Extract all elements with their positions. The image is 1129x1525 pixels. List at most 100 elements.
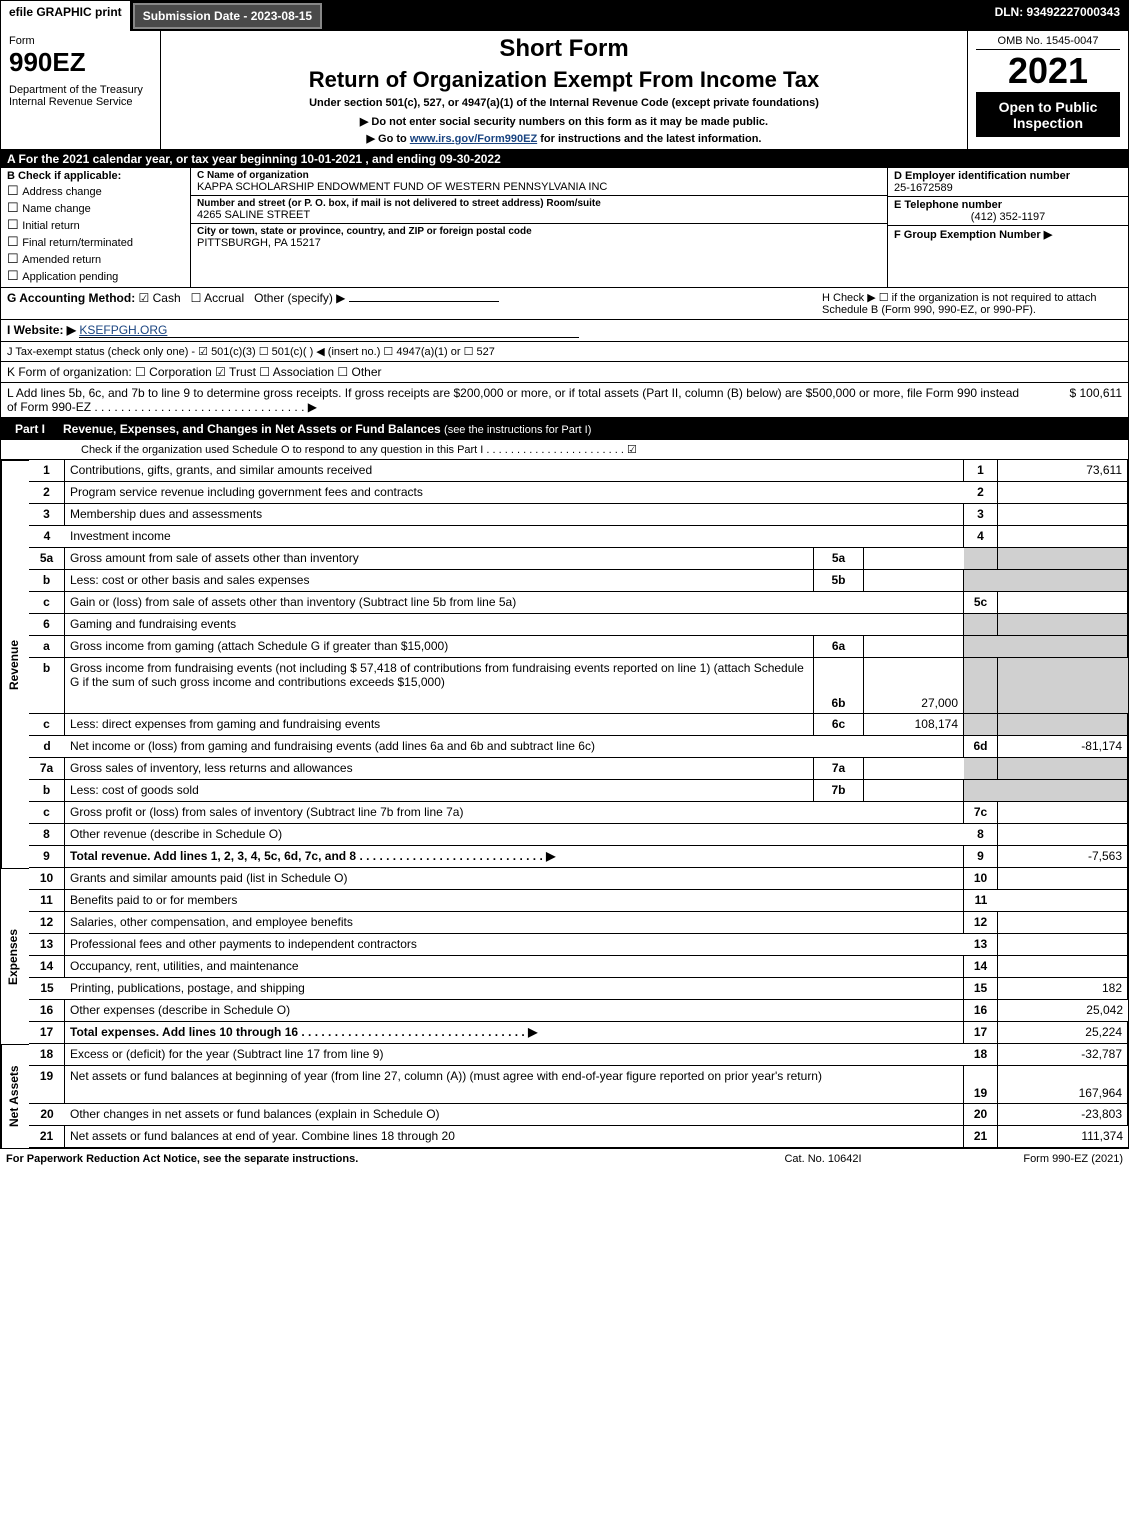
chk-initial[interactable]: Initial return xyxy=(7,217,184,233)
chk-name[interactable]: Name change xyxy=(7,200,184,216)
header-left: Form 990EZ Department of the Treasury In… xyxy=(1,31,161,149)
ein-value: 25-1672589 xyxy=(894,182,1122,194)
d13: Professional fees and other payments to … xyxy=(65,934,964,956)
rn6d: 6d xyxy=(964,736,998,758)
submission-date: Submission Date - 2023-08-15 xyxy=(133,3,322,29)
d7a: Gross sales of inventory, less returns a… xyxy=(65,758,814,780)
mn6b: 6b xyxy=(814,658,864,714)
line-j: J Tax-exempt status (check only one) - ☑… xyxy=(1,342,1128,362)
netassets-cat: Net Assets xyxy=(1,1044,29,1148)
d4: Investment income xyxy=(65,526,964,548)
g5b xyxy=(964,570,998,592)
i-label: I Website: ▶ xyxy=(7,323,76,337)
d16: Other expenses (describe in Schedule O) xyxy=(65,1000,964,1022)
department: Department of the Treasury Internal Reve… xyxy=(9,84,152,108)
a1: 73,611 xyxy=(998,460,1128,482)
g6a xyxy=(964,636,998,658)
rn7c: 7c xyxy=(964,802,998,824)
org-street: 4265 SALINE STREET xyxy=(197,209,881,221)
col-b: B Check if applicable: Address change Na… xyxy=(1,168,191,287)
d6d: Net income or (loss) from gaming and fun… xyxy=(65,736,964,758)
goto-line: ▶ Go to www.irs.gov/Form990EZ for instru… xyxy=(169,132,959,145)
header-mid: Short Form Return of Organization Exempt… xyxy=(161,31,968,149)
c-name-block: C Name of organization KAPPA SCHOLARSHIP… xyxy=(191,168,887,196)
rn20: 20 xyxy=(964,1104,998,1126)
ma7b xyxy=(864,780,964,802)
chk-final[interactable]: Final return/terminated xyxy=(7,234,184,250)
rn14: 14 xyxy=(964,956,998,978)
n7b: b xyxy=(29,780,65,802)
open-inspection: Open to Public Inspection xyxy=(976,93,1120,137)
n7a: 7a xyxy=(29,758,65,780)
chk-pending[interactable]: Application pending xyxy=(7,268,184,284)
a7c xyxy=(998,802,1128,824)
website-link[interactable]: KSEFPGH.ORG xyxy=(79,323,579,338)
part-i-label: Part I xyxy=(7,422,53,436)
a5c xyxy=(998,592,1128,614)
d5c: Gain or (loss) from sale of assets other… xyxy=(65,592,964,614)
g-block: G Accounting Method: Cash Accrual Other … xyxy=(7,291,822,316)
d10: Grants and similar amounts paid (list in… xyxy=(65,868,964,890)
c-city-block: City or town, state or province, country… xyxy=(191,224,887,251)
form-container: efile GRAPHIC print Submission Date - 20… xyxy=(0,0,1129,1149)
ma5a xyxy=(864,548,964,570)
ga6b xyxy=(998,658,1128,714)
g-cash[interactable]: Cash xyxy=(139,291,181,305)
g7b xyxy=(964,780,998,802)
tel-value: (412) 352-1197 xyxy=(894,211,1122,223)
chk-address[interactable]: Address change xyxy=(7,183,184,199)
header-right: OMB No. 1545-0047 2021 Open to Public In… xyxy=(968,31,1128,149)
rn11: 11 xyxy=(964,890,998,912)
ma5b xyxy=(864,570,964,592)
rn2: 2 xyxy=(964,482,998,504)
part-i-title: Revenue, Expenses, and Changes in Net As… xyxy=(63,422,1122,436)
ga5a xyxy=(998,548,1128,570)
top-bar: efile GRAPHIC print Submission Date - 20… xyxy=(1,1,1128,31)
n20: 20 xyxy=(29,1104,65,1126)
under-section: Under section 501(c), 527, or 4947(a)(1)… xyxy=(169,97,959,109)
n2: 2 xyxy=(29,482,65,504)
n13: 13 xyxy=(29,934,65,956)
rn10: 10 xyxy=(964,868,998,890)
d-group-block: F Group Exemption Number ▶ xyxy=(888,226,1128,243)
chk-amended[interactable]: Amended return xyxy=(7,251,184,267)
d20: Other changes in net assets or fund bala… xyxy=(65,1104,964,1126)
d21: Net assets or fund balances at end of ye… xyxy=(65,1126,964,1148)
n1: 1 xyxy=(29,460,65,482)
rn1: 1 xyxy=(964,460,998,482)
g6b xyxy=(964,658,998,714)
a20: -23,803 xyxy=(998,1104,1128,1126)
d6a: Gross income from gaming (attach Schedul… xyxy=(65,636,814,658)
d17: Total expenses. Add lines 10 through 16 … xyxy=(65,1022,964,1044)
c-street-block: Number and street (or P. O. box, if mail… xyxy=(191,196,887,224)
group-lbl: F Group Exemption Number ▶ xyxy=(894,228,1122,241)
n5a: 5a xyxy=(29,548,65,570)
a16: 25,042 xyxy=(998,1000,1128,1022)
g-other: Other (specify) ▶ xyxy=(254,291,345,305)
part-i-header: Part I Revenue, Expenses, and Changes in… xyxy=(1,418,1128,440)
a19: 167,964 xyxy=(998,1066,1128,1104)
g-accrual[interactable]: Accrual xyxy=(191,291,244,305)
n18: 18 xyxy=(29,1044,65,1066)
a17: 25,224 xyxy=(998,1022,1128,1044)
a12 xyxy=(998,912,1128,934)
rn17: 17 xyxy=(964,1022,998,1044)
form-header: Form 990EZ Department of the Treasury In… xyxy=(1,31,1128,150)
g5a xyxy=(964,548,998,570)
g-other-input[interactable] xyxy=(349,301,499,302)
ma7a xyxy=(864,758,964,780)
irs-link[interactable]: www.irs.gov/Form990EZ xyxy=(410,133,537,145)
n6c: c xyxy=(29,714,65,736)
c-street-lbl: Number and street (or P. O. box, if mail… xyxy=(197,198,881,209)
g-label: G Accounting Method: xyxy=(7,291,135,305)
g6c xyxy=(964,714,998,736)
n8: 8 xyxy=(29,824,65,846)
d15: Printing, publications, postage, and shi… xyxy=(65,978,964,1000)
n21: 21 xyxy=(29,1126,65,1148)
d12: Salaries, other compensation, and employ… xyxy=(65,912,964,934)
d9: Total revenue. Add lines 1, 2, 3, 4, 5c,… xyxy=(65,846,964,868)
short-form-title: Short Form xyxy=(169,35,959,63)
n4: 4 xyxy=(29,526,65,548)
part-i-title-text: Revenue, Expenses, and Changes in Net As… xyxy=(63,422,441,436)
rn18: 18 xyxy=(964,1044,998,1066)
